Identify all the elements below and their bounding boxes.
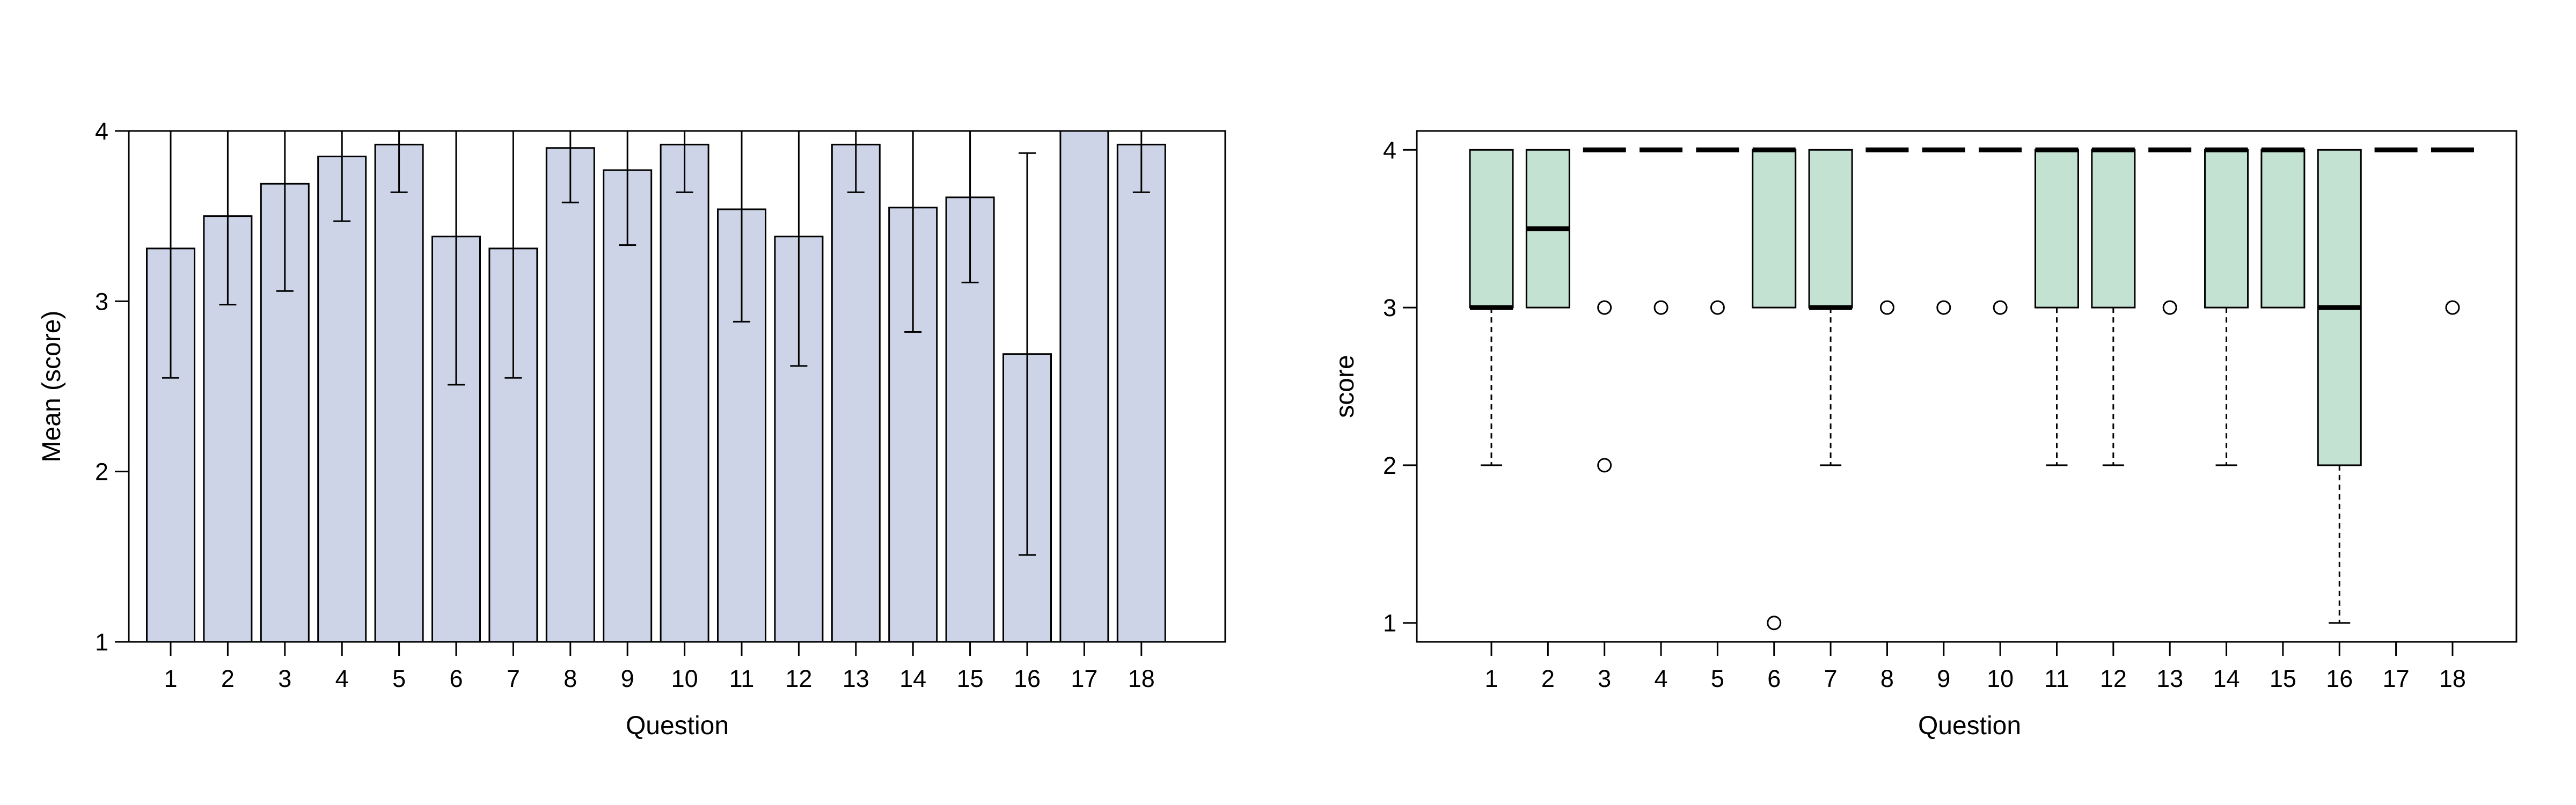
- box: [2204, 149, 2249, 309]
- box-outlier: [1653, 300, 1668, 315]
- bar-chart-x-tick-label: 10: [671, 665, 698, 692]
- bar-chart-marks: [146, 130, 1166, 643]
- bar: [1116, 143, 1166, 643]
- bar: [317, 156, 367, 643]
- box-plot-x-tick-label: 1: [1484, 665, 1498, 692]
- box-plot-y-tick-label: 1: [1383, 610, 1396, 637]
- box-outlier: [2445, 300, 2460, 315]
- bar: [374, 143, 424, 643]
- bar-chart-x-tick-label: 9: [621, 665, 634, 692]
- bar-chart-x-tick-label: 14: [899, 665, 926, 692]
- box: [2260, 149, 2306, 309]
- box-plot-x-tick-label: 14: [2213, 665, 2240, 692]
- bar-chart-x-tick-label: 4: [335, 665, 349, 692]
- bar: [660, 143, 709, 643]
- box-plot-x-tick-label: 8: [1880, 665, 1894, 692]
- bar-chart-y-axis-title: Mean (score): [38, 311, 66, 463]
- bar-chart-y-tick-label: 3: [95, 288, 108, 315]
- bar: [1059, 130, 1109, 643]
- box-plot-x-tick-label: 15: [2270, 665, 2296, 692]
- bar-chart-x-tick-label: 2: [221, 665, 235, 692]
- box: [1469, 149, 1514, 309]
- box-plot-y-tick-label: 4: [1383, 136, 1396, 164]
- bar-chart-y-tick-label: 4: [95, 118, 108, 145]
- box-outlier: [1936, 300, 1951, 315]
- box-plot-frame: [1416, 130, 2518, 643]
- box-outlier: [2162, 300, 2177, 315]
- box-plot-x-tick-label: 6: [1767, 665, 1781, 692]
- bar-chart-x-tick-label: 17: [1071, 665, 1097, 692]
- box-plot-x-tick-label: 17: [2383, 665, 2410, 692]
- bar-chart-x-tick-label: 16: [1014, 665, 1041, 692]
- box-plot-y-axis-title: score: [1331, 355, 1359, 418]
- box-plot-x-tick-label: 16: [2326, 665, 2353, 692]
- bar-chart-x-tick-label: 13: [843, 665, 869, 692]
- box-plot-x-tick-label: 4: [1655, 665, 1668, 692]
- box-plot-marks: [1469, 147, 2474, 631]
- box-plot-x-tick-label: 9: [1937, 665, 1950, 692]
- bar-chart-x-tick-label: 18: [1128, 665, 1155, 692]
- bar-chart-y-tick-label: 2: [95, 458, 108, 486]
- bar-chart-x-tick-label: 15: [957, 665, 984, 692]
- box-plot-x-tick-label: 12: [2100, 665, 2127, 692]
- box-outlier: [1767, 616, 1782, 631]
- box-plot-x-tick-label: 2: [1541, 665, 1555, 692]
- box-plot-x-tick-label: 13: [2156, 665, 2183, 692]
- bar-chart-x-tick-label: 8: [564, 665, 577, 692]
- box-plot-y-tick-label: 3: [1383, 294, 1396, 321]
- bar-chart-x-tick-label: 11: [729, 665, 755, 692]
- bar: [831, 143, 881, 643]
- bar-chart-x-tick-label: 5: [392, 665, 406, 692]
- bar: [545, 147, 595, 643]
- box-outlier: [1710, 300, 1725, 315]
- box-plot-x-tick-label: 18: [2439, 665, 2466, 692]
- box-outlier: [1993, 300, 2008, 315]
- box-plot-y-tick-label: 2: [1383, 452, 1396, 479]
- box: [1808, 149, 1853, 309]
- bar-chart-y-tick-label: 1: [95, 628, 108, 656]
- box: [1752, 149, 1797, 309]
- box-plot-x-tick-label: 7: [1824, 665, 1838, 692]
- bar-chart-frame: [128, 130, 1226, 643]
- bar-chart-x-tick-label: 1: [164, 665, 177, 692]
- box-plot-x-tick-label: 3: [1598, 665, 1611, 692]
- box-outlier: [1597, 458, 1612, 473]
- box-outlier: [1879, 300, 1894, 315]
- bar-chart-x-tick-label: 12: [785, 665, 812, 692]
- box-plot-x-tick-label: 11: [2044, 665, 2069, 692]
- bar-chart-x-tick-label: 7: [507, 665, 520, 692]
- bar-chart-x-tick-label: 3: [278, 665, 291, 692]
- box: [2091, 149, 2136, 309]
- box-plot-x-tick-label: 5: [1711, 665, 1724, 692]
- bar-chart-x-tick-label: 6: [449, 665, 463, 692]
- bar-chart-x-axis-title: Question: [626, 712, 729, 740]
- box-plot-x-axis-title: Question: [1918, 712, 2021, 740]
- box: [2035, 149, 2079, 309]
- box-outlier: [1597, 300, 1612, 315]
- box-plot-x-tick-label: 10: [1987, 665, 2014, 692]
